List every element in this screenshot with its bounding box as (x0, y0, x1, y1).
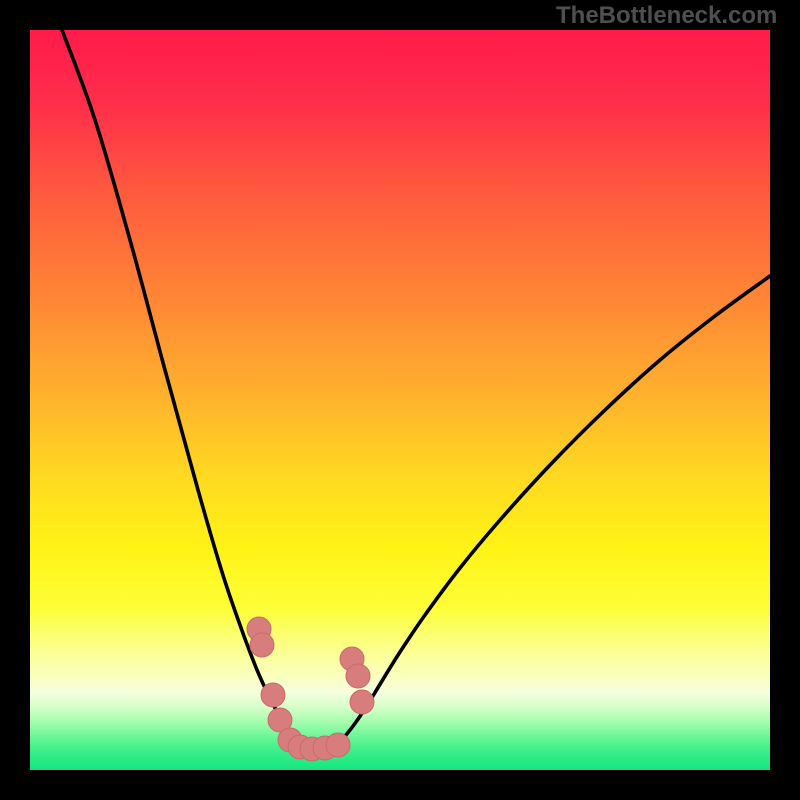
marker-point (346, 664, 370, 688)
v-curve-line (62, 30, 770, 753)
watermark-text: TheBottleneck.com (556, 2, 777, 30)
chart-overlay (0, 0, 800, 800)
marker-point (261, 683, 285, 707)
marker-group (247, 617, 374, 761)
chart-frame: TheBottleneck.com (0, 0, 800, 800)
marker-point (326, 733, 350, 757)
marker-point (250, 633, 274, 657)
marker-point (350, 690, 374, 714)
